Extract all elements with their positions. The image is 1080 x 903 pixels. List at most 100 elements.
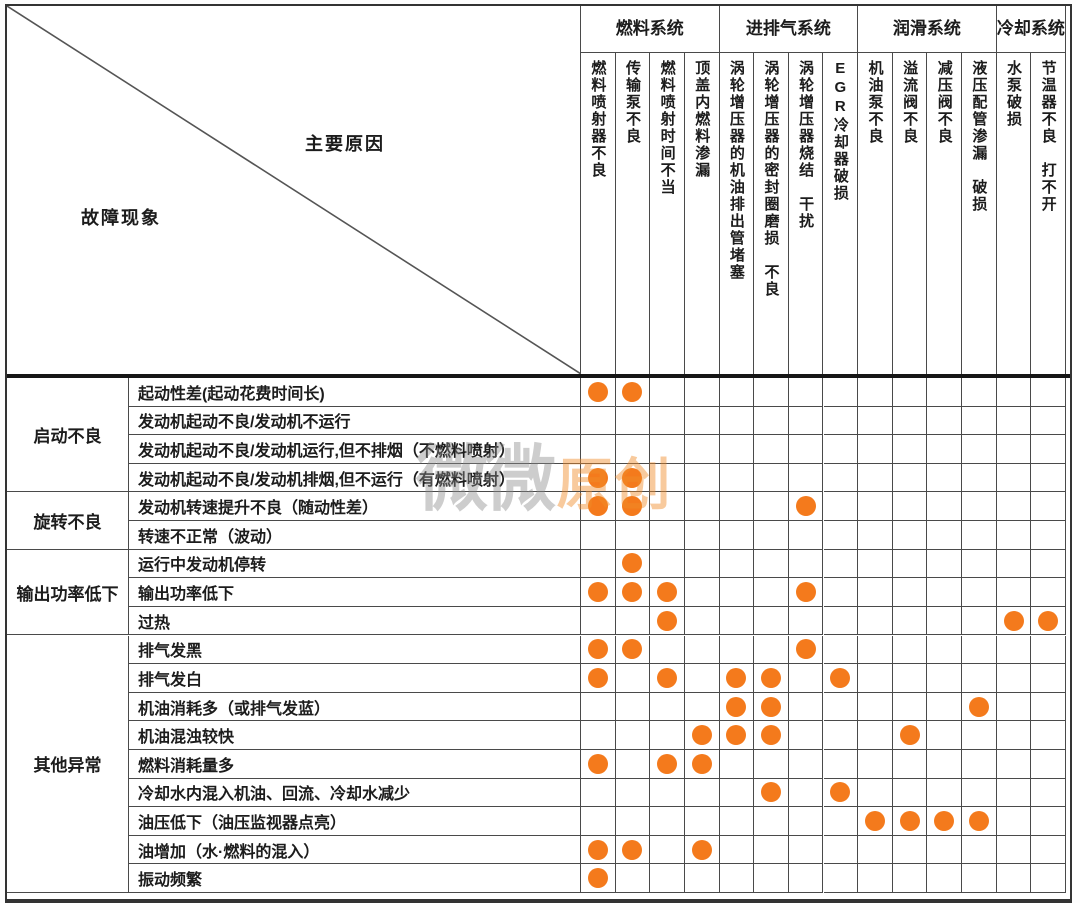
row-label: 运行中发动机停转 [129, 549, 581, 579]
column-header: 涡轮增压器烧结 干扰 [789, 53, 824, 374]
matrix-cell [581, 521, 616, 550]
matrix-cell [892, 578, 928, 607]
matrix-cell [892, 692, 928, 722]
matrix-cell [927, 749, 963, 779]
matrix-cell [754, 864, 789, 893]
matrix-cell [650, 606, 685, 636]
matrix-cell [615, 406, 651, 436]
column-header-text: 水泵破损 [1005, 60, 1023, 128]
matrix-cell [962, 406, 997, 436]
matrix-cell [892, 406, 928, 436]
dot-marker [622, 553, 643, 574]
matrix-cell [650, 835, 685, 865]
matrix-cell [962, 463, 997, 493]
dot-marker [761, 725, 782, 746]
dot-marker [1003, 610, 1024, 631]
matrix-cell [684, 521, 720, 550]
matrix-cell [581, 635, 616, 665]
row-label: 振动频繁 [129, 864, 581, 893]
dot-marker [795, 496, 816, 517]
matrix-cell [788, 749, 824, 779]
matrix-cell [962, 521, 997, 550]
fault-phenomena-label: 故障现象 [81, 208, 161, 228]
matrix-cell [1031, 807, 1066, 836]
matrix-cell [754, 807, 789, 836]
matrix-cell [615, 606, 651, 636]
matrix-cell [650, 406, 685, 436]
matrix-cell [581, 549, 616, 579]
matrix-cell [754, 549, 789, 579]
column-header-text: 溢流阀不良 [901, 60, 919, 145]
dot-marker [622, 639, 643, 660]
matrix-cell [615, 807, 651, 836]
matrix-cell [1031, 578, 1066, 607]
matrix-cell [650, 549, 685, 579]
matrix-cell [581, 492, 616, 522]
dot-marker [587, 639, 608, 660]
matrix-cell [581, 463, 616, 493]
dot-marker [968, 810, 989, 831]
row-label: 输出功率低下 [129, 578, 581, 607]
matrix-cell [892, 463, 928, 493]
matrix-cell [1031, 549, 1066, 579]
matrix-cell [927, 692, 963, 722]
matrix-cell [615, 378, 651, 407]
matrix-cell [754, 606, 789, 636]
matrix-cell [684, 492, 720, 522]
column-header: 涡轮增压器的密封圈磨损 不良 [754, 53, 789, 374]
matrix-cell [615, 664, 651, 693]
column-header: 燃料喷射器不良 [581, 53, 616, 374]
fault-cause-matrix-table: 主要原因 故障现象 燃料系统 进排气系统 润滑系统 冷却系统 燃料喷射器不良 传输泵不良 燃料喷… [5, 4, 1072, 903]
matrix-cell [1031, 721, 1066, 750]
matrix-cell [788, 835, 824, 865]
matrix-cell [684, 606, 720, 636]
matrix-cell [719, 492, 755, 522]
matrix-cell [684, 835, 720, 865]
matrix-cell [892, 521, 928, 550]
matrix-cell [823, 492, 859, 522]
matrix-cell [1031, 664, 1066, 693]
matrix-cell [719, 406, 755, 436]
matrix-cell [892, 749, 928, 779]
matrix-cell [615, 549, 651, 579]
matrix-cell [788, 463, 824, 493]
dot-marker [1038, 610, 1059, 631]
matrix-cell [615, 721, 651, 750]
matrix-cell [823, 749, 859, 779]
matrix-cell [615, 749, 651, 779]
matrix-cell [754, 521, 789, 550]
column-header-text: 传输泵不良 [623, 60, 641, 145]
column-group-header: 进排气系统 [719, 6, 859, 53]
matrix-cell [684, 549, 720, 579]
dot-marker [657, 610, 678, 631]
matrix-cell [581, 749, 616, 779]
matrix-cell [823, 864, 859, 893]
matrix-cell [788, 864, 824, 893]
matrix-cell [962, 692, 997, 722]
matrix-cell [962, 492, 997, 522]
dot-marker [657, 582, 678, 603]
matrix-cell [927, 578, 963, 607]
dot-marker [587, 839, 608, 860]
matrix-cell [823, 721, 859, 750]
matrix-cell [996, 749, 1032, 779]
matrix-cell [615, 864, 651, 893]
matrix-cell [754, 406, 789, 436]
matrix-cell [719, 378, 755, 407]
matrix-cell [927, 521, 963, 550]
matrix-cell [719, 463, 755, 493]
matrix-cell [581, 721, 616, 750]
matrix-cell [962, 864, 997, 893]
matrix-cell [892, 606, 928, 636]
matrix-cell [1031, 635, 1066, 665]
dot-marker [726, 696, 747, 717]
matrix-cell [962, 835, 997, 865]
dot-marker [830, 782, 851, 803]
matrix-cell [892, 635, 928, 665]
row-label: 排气发黑 [129, 635, 581, 665]
matrix-cell [858, 578, 893, 607]
column-header-text: EGR冷却器破损 [831, 60, 849, 202]
row-group-label: 启动不良 [7, 378, 129, 493]
dot-marker [657, 753, 678, 774]
column-header-text: 节温器不良 打不开 [1039, 60, 1057, 213]
